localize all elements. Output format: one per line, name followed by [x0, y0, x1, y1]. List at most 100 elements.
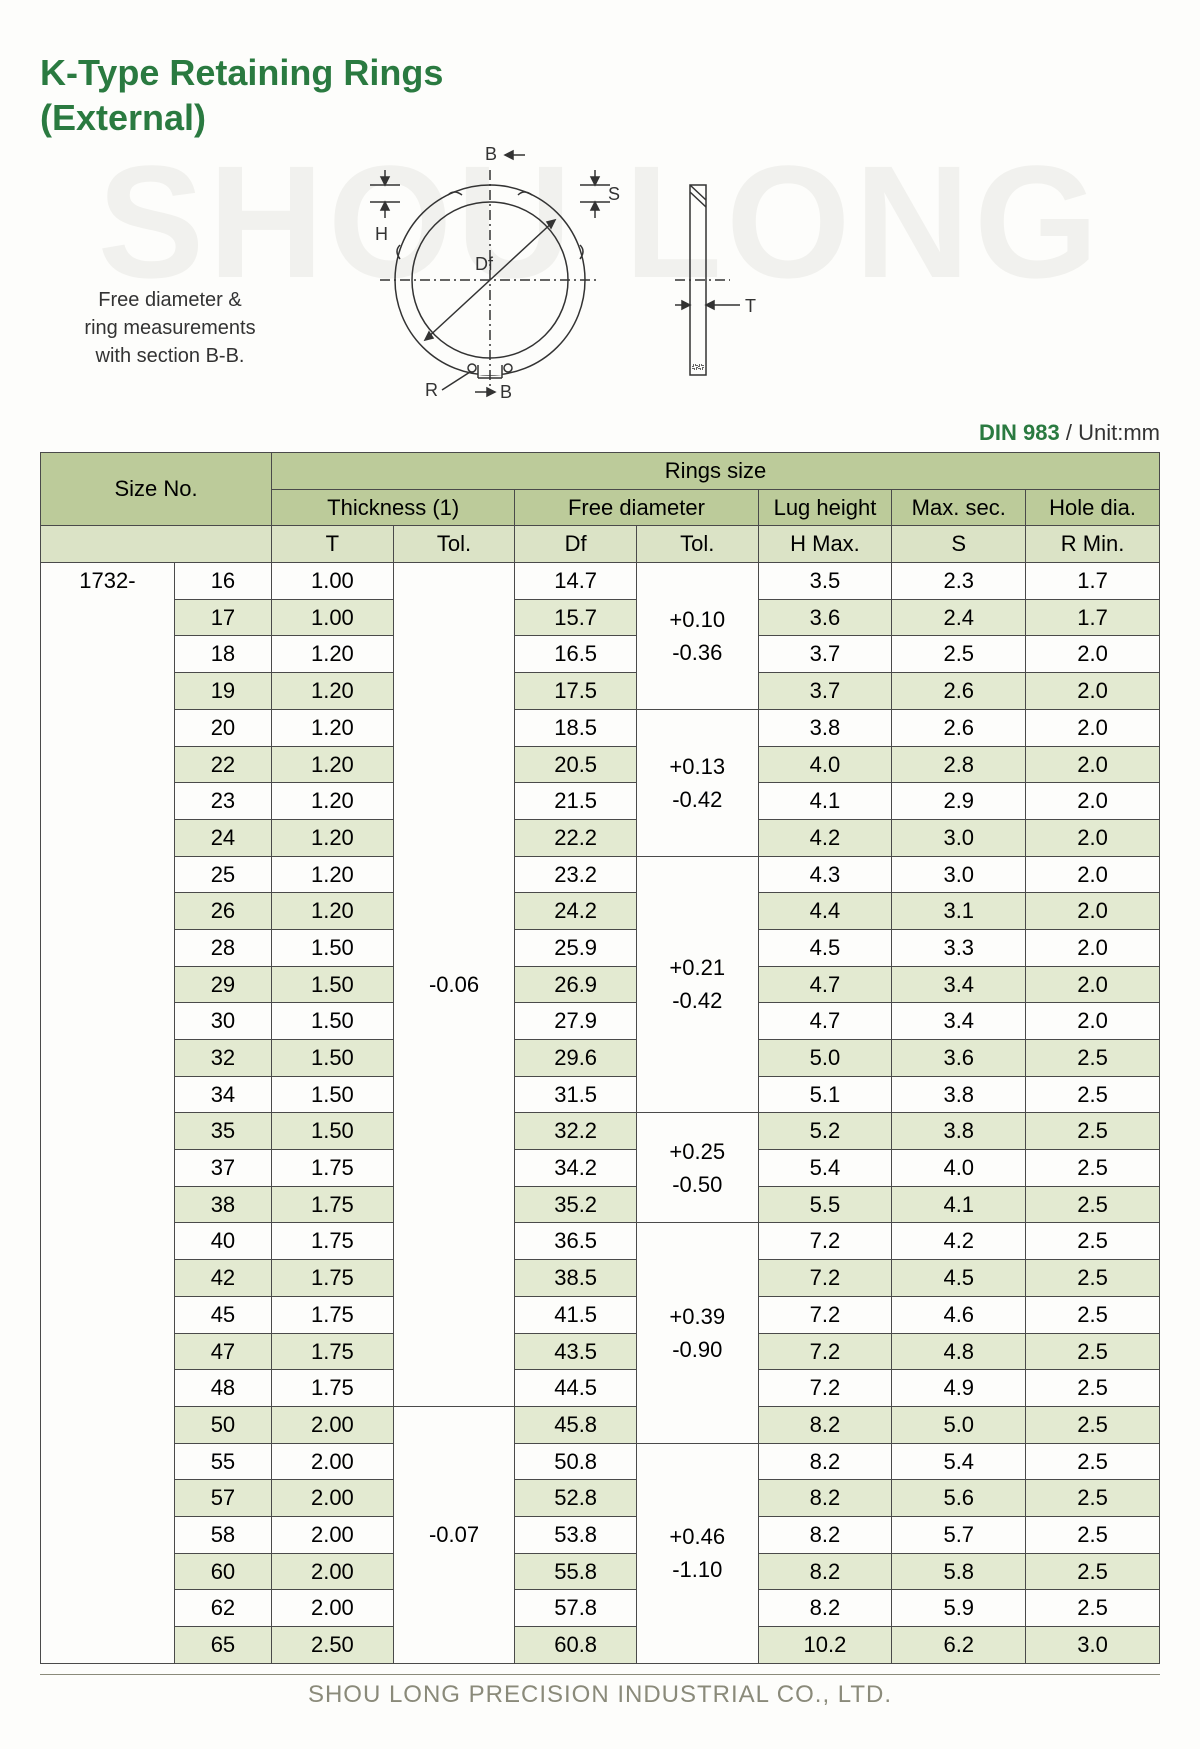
label-h: H — [375, 224, 388, 244]
cell-h: 4.3 — [758, 856, 892, 893]
cell-h: 4.1 — [758, 783, 892, 820]
cell-n: 24 — [174, 819, 271, 856]
cell-df: 29.6 — [515, 1040, 637, 1077]
page: K-Type Retaining Rings (External) Free d… — [0, 0, 1200, 1749]
cell-n: 55 — [174, 1443, 271, 1480]
cell-r: 2.0 — [1026, 819, 1160, 856]
footer: SHOU LONG PRECISION INDUSTRIAL CO., LTD. — [40, 1674, 1160, 1709]
h-freedia: Free diameter — [515, 489, 758, 526]
cell-s: 3.4 — [892, 1003, 1026, 1040]
cell-t: 1.20 — [272, 709, 394, 746]
cell-df: 14.7 — [515, 563, 637, 600]
prefix-cell: 1732- — [41, 563, 175, 1664]
cell-r: 1.7 — [1026, 599, 1160, 636]
cell-h: 5.4 — [758, 1150, 892, 1187]
table-row: 401.7536.5+0.39-0.907.24.22.5 — [41, 1223, 1160, 1260]
cell-r: 2.0 — [1026, 746, 1160, 783]
cell-t: 1.20 — [272, 783, 394, 820]
table-row: 371.7534.25.44.02.5 — [41, 1150, 1160, 1187]
table-row: 451.7541.57.24.62.5 — [41, 1296, 1160, 1333]
spec-standard: DIN 983 — [979, 420, 1060, 445]
table-row: 572.0052.88.25.62.5 — [41, 1480, 1160, 1517]
cell-t: 1.50 — [272, 1040, 394, 1077]
cell-s: 3.6 — [892, 1040, 1026, 1077]
cell-t: 1.50 — [272, 1003, 394, 1040]
h-Df: Df — [515, 526, 637, 563]
cell-t: 2.00 — [272, 1406, 394, 1443]
cell-h: 4.2 — [758, 819, 892, 856]
cell-t: 2.00 — [272, 1516, 394, 1553]
cell-n: 20 — [174, 709, 271, 746]
cell-s: 2.9 — [892, 783, 1026, 820]
cell-h: 7.2 — [758, 1370, 892, 1407]
h-size: Size No. — [41, 453, 272, 526]
cell-r: 2.0 — [1026, 673, 1160, 710]
table-row: 381.7535.25.54.12.5 — [41, 1186, 1160, 1223]
cell-df: 26.9 — [515, 966, 637, 1003]
cell-df: 36.5 — [515, 1223, 637, 1260]
table-row: 291.5026.94.73.42.0 — [41, 966, 1160, 1003]
cell-t: 1.75 — [272, 1260, 394, 1297]
cell-df: 38.5 — [515, 1260, 637, 1297]
label-s: S — [608, 184, 620, 204]
table-row: 301.5027.94.73.42.0 — [41, 1003, 1160, 1040]
table-body: 1732-161.00-0.0614.7+0.10-0.363.52.31.71… — [41, 563, 1160, 1664]
h-T: T — [272, 526, 394, 563]
cell-r: 2.5 — [1026, 1553, 1160, 1590]
cell-s: 4.1 — [892, 1186, 1026, 1223]
table-row: 181.2016.53.72.52.0 — [41, 636, 1160, 673]
cell-s: 5.4 — [892, 1443, 1026, 1480]
caption-l3: with section B-B. — [96, 345, 245, 367]
cell-n: 28 — [174, 929, 271, 966]
cell-h: 7.2 — [758, 1296, 892, 1333]
cell-n: 17 — [174, 599, 271, 636]
table-row: 471.7543.57.24.82.5 — [41, 1333, 1160, 1370]
cell-s: 3.3 — [892, 929, 1026, 966]
cell-r: 2.5 — [1026, 1040, 1160, 1077]
cell-t: 2.00 — [272, 1480, 394, 1517]
cell-t: 1.75 — [272, 1223, 394, 1260]
cell-n: 42 — [174, 1260, 271, 1297]
cell-tol-d: +0.25-0.50 — [636, 1113, 758, 1223]
cell-s: 2.6 — [892, 709, 1026, 746]
cell-t: 1.50 — [272, 1076, 394, 1113]
cell-r: 2.5 — [1026, 1076, 1160, 1113]
cell-n: 38 — [174, 1186, 271, 1223]
cell-r: 2.5 — [1026, 1590, 1160, 1627]
h-holedia: Hole dia. — [1026, 489, 1160, 526]
cell-t: 2.00 — [272, 1443, 394, 1480]
cell-r: 2.5 — [1026, 1260, 1160, 1297]
cell-df: 55.8 — [515, 1553, 637, 1590]
cell-df: 20.5 — [515, 746, 637, 783]
cell-r: 3.0 — [1026, 1627, 1160, 1664]
cell-h: 8.2 — [758, 1553, 892, 1590]
cell-h: 8.2 — [758, 1516, 892, 1553]
cell-t: 1.20 — [272, 673, 394, 710]
ring-diagram: Df B B H S R — [330, 140, 790, 400]
cell-r: 2.5 — [1026, 1370, 1160, 1407]
cell-tol-t1: -0.06 — [393, 563, 515, 1407]
table-row: 201.2018.5+0.13-0.423.82.62.0 — [41, 709, 1160, 746]
table-row: 602.0055.88.25.82.5 — [41, 1553, 1160, 1590]
cell-df: 45.8 — [515, 1406, 637, 1443]
cell-tol-d: +0.21-0.42 — [636, 856, 758, 1113]
cell-h: 5.0 — [758, 1040, 892, 1077]
cell-s: 2.5 — [892, 636, 1026, 673]
table-row: 421.7538.57.24.52.5 — [41, 1260, 1160, 1297]
cell-df: 17.5 — [515, 673, 637, 710]
cell-t: 1.00 — [272, 563, 394, 600]
cell-r: 1.7 — [1026, 563, 1160, 600]
table-row: 622.0057.88.25.92.5 — [41, 1590, 1160, 1627]
cell-r: 2.0 — [1026, 783, 1160, 820]
cell-r: 2.0 — [1026, 966, 1160, 1003]
cell-s: 4.6 — [892, 1296, 1026, 1333]
h-TolT: Tol. — [393, 526, 515, 563]
cell-n: 26 — [174, 893, 271, 930]
cell-t: 1.50 — [272, 966, 394, 1003]
cell-h: 4.4 — [758, 893, 892, 930]
cell-s: 3.8 — [892, 1076, 1026, 1113]
h-thick: Thickness (1) — [272, 489, 515, 526]
table-row: 652.5060.810.26.23.0 — [41, 1627, 1160, 1664]
cell-s: 2.4 — [892, 599, 1026, 636]
cell-n: 32 — [174, 1040, 271, 1077]
